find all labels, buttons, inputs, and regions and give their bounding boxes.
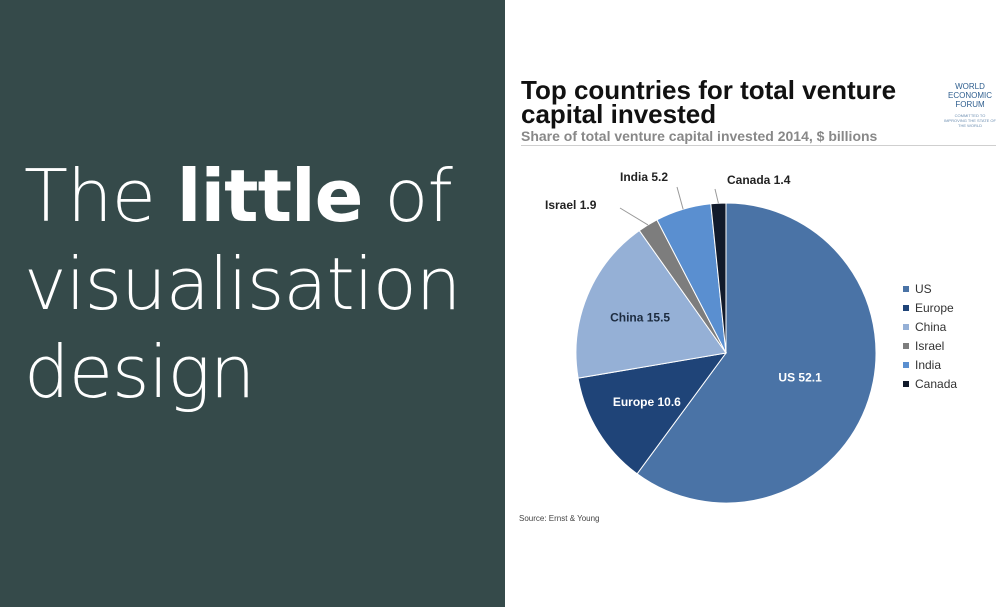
logo-tagline: COMMITTED TO IMPROVING THE STATE OF THE … (943, 113, 996, 128)
pie-slice-europe (577, 352, 728, 475)
title-text-bold: little (176, 154, 364, 238)
chart-source: Source: Ernst & Young (519, 514, 600, 523)
chart-legend: US Europe China Israel India Canada (903, 279, 957, 393)
legend-label: China (915, 319, 947, 334)
legend-swatch (903, 285, 909, 292)
legend-item-canada: Canada (903, 374, 957, 393)
legend-item-china: China (903, 317, 957, 336)
wef-logo: WORLD ECONOMIC FORUM COMMITTED TO IMPROV… (943, 82, 997, 142)
legend-swatch (903, 342, 909, 349)
pie-slice-us (636, 202, 877, 504)
leader-line-canada (714, 188, 719, 204)
chart-subtitle: Share of total venture capital invested … (521, 128, 878, 144)
legend-item-india: India (903, 355, 957, 374)
chart-panel: Top countries for total venture capital … (505, 0, 1000, 607)
legend-item-europe: Europe (903, 298, 957, 317)
left-panel: The little of visualisation design (0, 0, 505, 607)
chart-title: Top countries for total venture capital … (521, 75, 897, 129)
leader-line-israel (619, 207, 649, 226)
legend-label: US (915, 281, 932, 296)
pie-slice-china (575, 229, 727, 379)
pie-label-us: US 52.1 (778, 370, 822, 384)
pie-label-canada: Canada 1.4 (727, 173, 791, 187)
leader-line-india (676, 186, 684, 210)
legend-label: Europe (915, 300, 954, 315)
slide-title: The little of visualisation design (24, 152, 494, 416)
pie-label-india: India 5.2 (620, 170, 668, 184)
pie-chart: US 52.1 Europe 10.6 China 15.5 Israel 1.9 In… (545, 170, 877, 504)
pie-label-china: China 15.5 (610, 310, 670, 324)
pie-label-israel: Israel 1.9 (545, 198, 597, 212)
logo-line-3: FORUM (955, 100, 985, 109)
title-text-1: The (24, 154, 177, 238)
legend-swatch (903, 380, 909, 387)
legend-swatch (903, 304, 909, 311)
title-divider (521, 145, 996, 146)
pie-label-europe: Europe 10.6 (613, 395, 681, 409)
legend-label: India (915, 357, 942, 372)
legend-swatch (903, 361, 909, 368)
logo-line-2: ECONOMIC (948, 91, 992, 100)
legend-item-us: US (903, 279, 957, 298)
title-text-2: of visualisation design (24, 154, 461, 414)
legend-label: Canada (915, 376, 958, 391)
legend-swatch (903, 323, 909, 330)
legend-label: Israel (915, 338, 945, 353)
logo-line-1: WORLD (955, 82, 985, 91)
legend-item-israel: Israel (903, 336, 957, 355)
